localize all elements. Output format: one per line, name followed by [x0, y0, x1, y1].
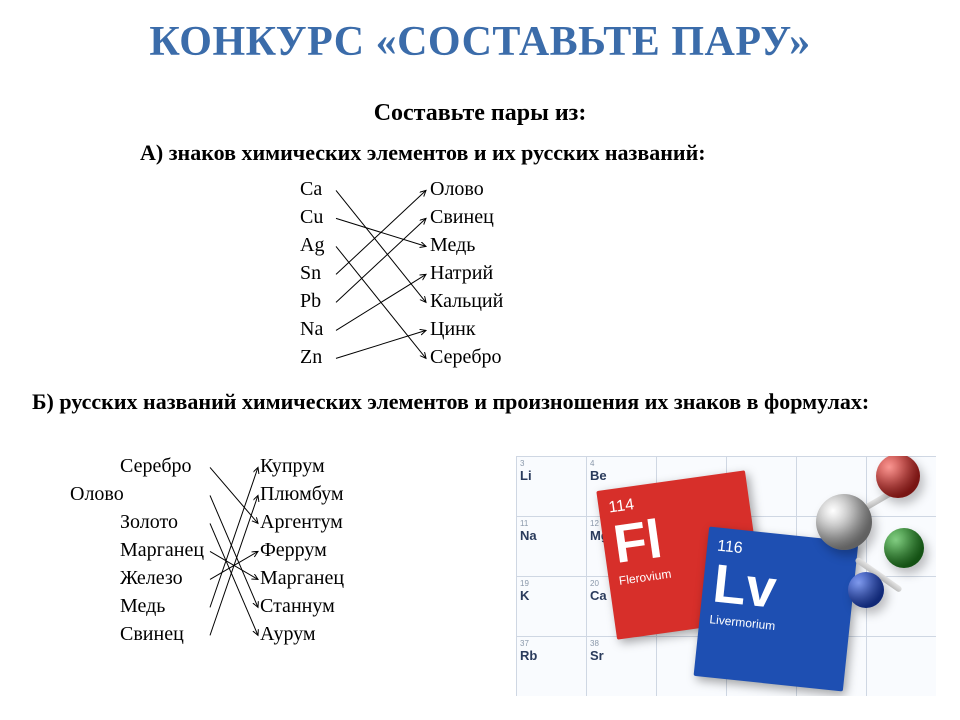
cell-right: Станнум: [260, 592, 335, 620]
cell-right: Феррум: [260, 536, 327, 564]
periodic-cell: 38Sr: [586, 636, 656, 696]
cell-left: Ag: [300, 231, 430, 259]
cell-left: Олово: [70, 480, 260, 508]
periodic-cell: 3Li: [516, 456, 586, 516]
periodic-cell: 37Rb: [516, 636, 586, 696]
cell-right: Медь: [430, 231, 475, 259]
cell-right: Свинец: [430, 203, 494, 231]
section-b-label: Б) русских названий химических элементов…: [32, 388, 932, 416]
molecule-sphere-grey: [816, 494, 872, 550]
cell-right: Олово: [430, 175, 484, 203]
table-row: PbКальций: [300, 287, 503, 315]
cell-left: Pb: [300, 287, 430, 315]
molecule-sphere-red: [876, 456, 920, 498]
cell-right: Аурум: [260, 620, 316, 648]
cell-left: Ca: [300, 175, 430, 203]
table-row: ОловоПлюмбум: [120, 480, 344, 508]
cell-left: Серебро: [120, 452, 260, 480]
molecule-sphere-blue: [848, 572, 884, 608]
subtitle: Составьте пары из:: [0, 100, 960, 127]
element-card-lv: 116 Lv Livermorium: [694, 527, 859, 692]
periodic-cell: 19K: [516, 576, 586, 636]
cell-right: Марганец: [260, 564, 344, 592]
table-row: CaОлово: [300, 175, 503, 203]
periodic-table-illustration: 3Li4Be 11Na12Mg 19K20Ca 37Rb38Sr 114 Fl …: [516, 456, 936, 696]
cell-right: Аргентум: [260, 508, 343, 536]
table-row: МарганецФеррум: [120, 536, 344, 564]
cell-left: Na: [300, 315, 430, 343]
table-row: ZnСеребро: [300, 343, 503, 371]
cell-left: Марганец: [120, 536, 260, 564]
section-a-label: А) знаков химических элементов и их русс…: [140, 140, 706, 166]
cell-left: Золото: [120, 508, 260, 536]
cell-left: Медь: [120, 592, 260, 620]
cell-left: Sn: [300, 259, 430, 287]
page-title: КОНКУРС «СОСТАВЬТЕ ПАРУ»: [0, 18, 960, 66]
table-row: CuСвинец: [300, 203, 503, 231]
cell-left: Zn: [300, 343, 430, 371]
cell-right: Натрий: [430, 259, 493, 287]
table-row: SnНатрий: [300, 259, 503, 287]
cell-right: Купрум: [260, 452, 325, 480]
slide: КОНКУРС «СОСТАВЬТЕ ПАРУ» Составьте пары …: [0, 0, 960, 720]
table-row: ЗолотоАргентум: [120, 508, 344, 536]
molecule-sphere-green: [884, 528, 924, 568]
cell-right: Цинк: [430, 315, 476, 343]
table-row: NaЦинк: [300, 315, 503, 343]
cell-left: Свинец: [120, 620, 260, 648]
table-row: СереброКупрум: [120, 452, 344, 480]
periodic-cell: [866, 636, 936, 696]
periodic-cell: 11Na: [516, 516, 586, 576]
cell-right: Плюмбум: [260, 480, 344, 508]
table-row: AgМедь: [300, 231, 503, 259]
table-row: ЖелезоМарганец: [120, 564, 344, 592]
cell-left: Cu: [300, 203, 430, 231]
table-a: CaОловоCuСвинецAgМедьSnНатрийPbКальцийNa…: [300, 175, 503, 371]
cell-right: Серебро: [430, 343, 502, 371]
cell-right: Кальций: [430, 287, 503, 315]
cell-left: Железо: [120, 564, 260, 592]
table-row: СвинецАурум: [120, 620, 344, 648]
table-b: СереброКупрумОловоПлюмбумЗолотоАргентумМ…: [120, 452, 344, 648]
table-row: МедьСтаннум: [120, 592, 344, 620]
